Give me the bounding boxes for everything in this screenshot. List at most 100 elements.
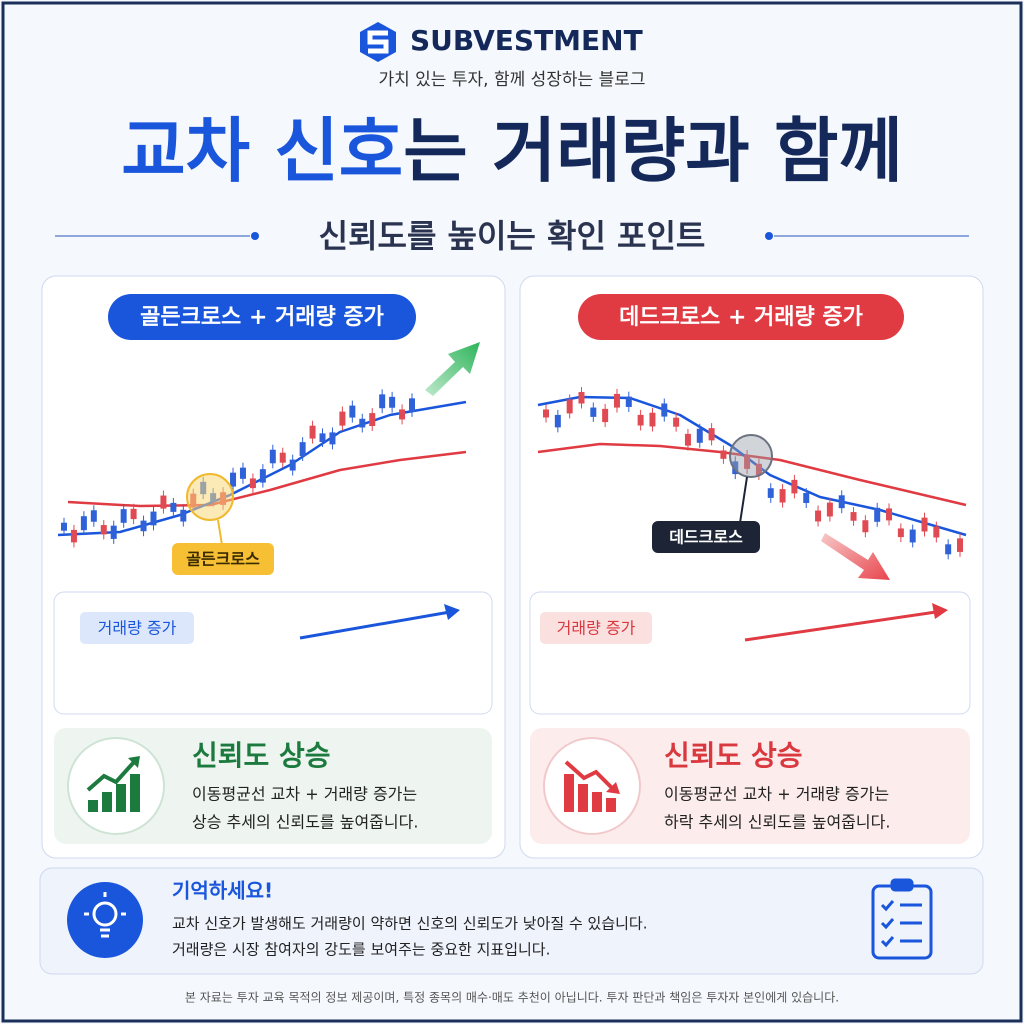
callout (652, 521, 760, 553)
candle-body (732, 461, 739, 475)
candle-body (708, 428, 715, 441)
result-title: 신뢰도 상승 (664, 739, 803, 772)
candle-body (299, 442, 306, 456)
logo (360, 22, 396, 62)
brand: SUBVESTMENT (410, 24, 643, 57)
decline-line (564, 760, 614, 790)
candle-body (933, 526, 940, 538)
candle-body (684, 433, 691, 446)
callout-line (739, 476, 748, 524)
divider-dot (251, 232, 259, 240)
candle-body (160, 495, 167, 509)
decline-head (606, 782, 620, 794)
candle-body (945, 544, 952, 555)
result-title: 신뢰도 상승 (192, 739, 331, 772)
candle-body (130, 508, 137, 520)
candle-body (755, 463, 762, 475)
candle-body (359, 418, 366, 428)
candle-body (309, 425, 316, 439)
candle-body (850, 512, 857, 521)
trend-arrow-head (444, 604, 460, 620)
candle-body (319, 433, 326, 443)
decline-icon (564, 774, 616, 812)
cross-label: 골든크로스 (186, 550, 260, 569)
result-card (530, 728, 970, 844)
title-highlight: 교차 신호 (121, 110, 403, 192)
candle-body (815, 510, 822, 522)
candle-body (61, 522, 67, 531)
cross-marker (186, 473, 234, 521)
candle-body (269, 449, 276, 464)
candle-body (379, 394, 386, 409)
volume-tag (540, 612, 652, 644)
candle-body (150, 511, 157, 526)
candle-body (897, 528, 904, 538)
candle-body (120, 509, 127, 523)
volume-label: 거래량 증가 (557, 619, 636, 638)
panel-label: 골든크로스 + 거래량 증가 (140, 305, 384, 330)
volume-tag (80, 612, 194, 644)
candle-body (180, 509, 187, 522)
candle-body (720, 450, 727, 459)
candle-body (543, 409, 549, 418)
candle-body (110, 525, 117, 539)
moving-average-long (67, 450, 467, 508)
candle-body (230, 472, 237, 487)
result-line: 이동평균선 교차 + 거래량 증가는 (664, 785, 889, 804)
bulb-icon (84, 892, 126, 938)
up-arrow (425, 342, 480, 396)
candle-body (661, 403, 668, 417)
title-rest: 는 거래량과 함께 (403, 110, 903, 192)
candle-body (239, 467, 246, 479)
candle-body (409, 398, 415, 412)
candle-body (339, 411, 346, 426)
reminder-box (39, 867, 984, 975)
candle-body (803, 493, 810, 503)
volume-label: 거래량 증가 (98, 619, 177, 638)
candle-body (140, 520, 147, 532)
candle-body (80, 516, 87, 531)
candle-body (886, 508, 893, 521)
candle-body (289, 459, 296, 471)
pill (108, 294, 416, 340)
candle-body (862, 520, 869, 533)
candle-body (613, 393, 620, 408)
candle-body (590, 407, 597, 417)
result-line: 이동평균선 교차 + 거래량 증가는 (192, 785, 417, 804)
candle-body (578, 392, 585, 404)
trend-arrow (744, 610, 937, 642)
candle-body (838, 495, 845, 509)
candle-body (170, 502, 177, 512)
candle-body (874, 507, 881, 522)
panel-label: 데드크로스 + 거래량 증가 (619, 305, 863, 330)
reminder-title: 기억하세요! (172, 879, 273, 903)
candle-body (921, 517, 928, 532)
result-line: 하락 추세의 신뢰도를 높여줍니다. (664, 813, 890, 832)
candle-body (566, 399, 573, 414)
candle-body (637, 414, 644, 426)
candle-body (554, 414, 561, 428)
candle-body (767, 488, 774, 498)
candle-body (909, 529, 916, 543)
candle-body (673, 417, 680, 427)
candle-body (329, 432, 336, 445)
candle-body (779, 489, 786, 503)
candle-body (259, 469, 266, 483)
growth-icon (88, 774, 140, 812)
candle-body (649, 412, 656, 427)
icon-circle (543, 737, 641, 835)
cross-marker (729, 434, 773, 478)
pill (578, 294, 904, 340)
moving-average-short (537, 395, 967, 537)
candle-body (625, 396, 632, 407)
candle-body (399, 409, 406, 420)
title: 교차 신호는 거래량과 함께 (121, 110, 903, 192)
checklist-icon (871, 878, 933, 960)
candle-body (744, 455, 751, 469)
candle-body (369, 413, 376, 426)
result-line: 상승 추세의 신뢰도를 높여줍니다. (192, 813, 418, 832)
result-card (54, 728, 492, 844)
footer: 본 자료는 투자 교육 목적의 정보 제공이며, 특정 종목의 매수·매도 추천… (185, 990, 839, 1005)
